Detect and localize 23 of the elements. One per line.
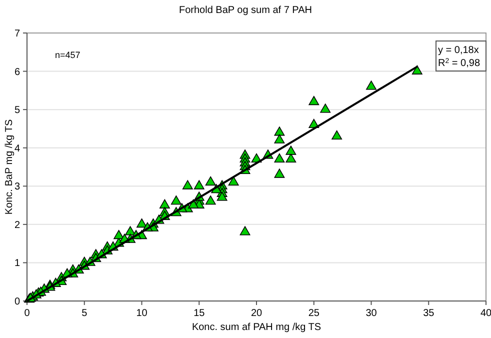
x-tick-label: 35 [423, 308, 435, 319]
x-tick-label: 40 [480, 308, 491, 319]
x-tick-label: 10 [136, 308, 148, 319]
y-axis-title: Konc. BaP mg /kg TS [4, 119, 15, 215]
y-tick-label: 7 [14, 28, 20, 40]
y-tick-label: 2 [14, 220, 20, 231]
y-tick-label: 5 [14, 105, 20, 116]
chart-title: Forhold BaP og sum af 7 PAH [178, 5, 312, 16]
y-tick-label: 6 [14, 66, 20, 78]
x-tick-label: 30 [366, 308, 378, 319]
x-tick-label: 5 [82, 308, 88, 319]
x-tick-label: 0 [24, 308, 30, 319]
annotation: R$^{2}$ = 0,98 [438, 58, 480, 69]
y-tick-label: 3 [14, 182, 20, 193]
x-tick-label: 15 [194, 308, 206, 319]
annotation: n=457 [55, 50, 80, 60]
x-tick-label: 20 [250, 308, 262, 319]
y-tick-label: 0 [14, 296, 20, 308]
y-tick-label: 4 [14, 143, 20, 154]
x-tick-label: 25 [308, 308, 320, 319]
annotation: y = 0,18x [438, 45, 479, 56]
x-axis-title: Konc. sum af PAH mg /kg TS [192, 322, 322, 333]
y-tick-label: 1 [14, 258, 20, 270]
